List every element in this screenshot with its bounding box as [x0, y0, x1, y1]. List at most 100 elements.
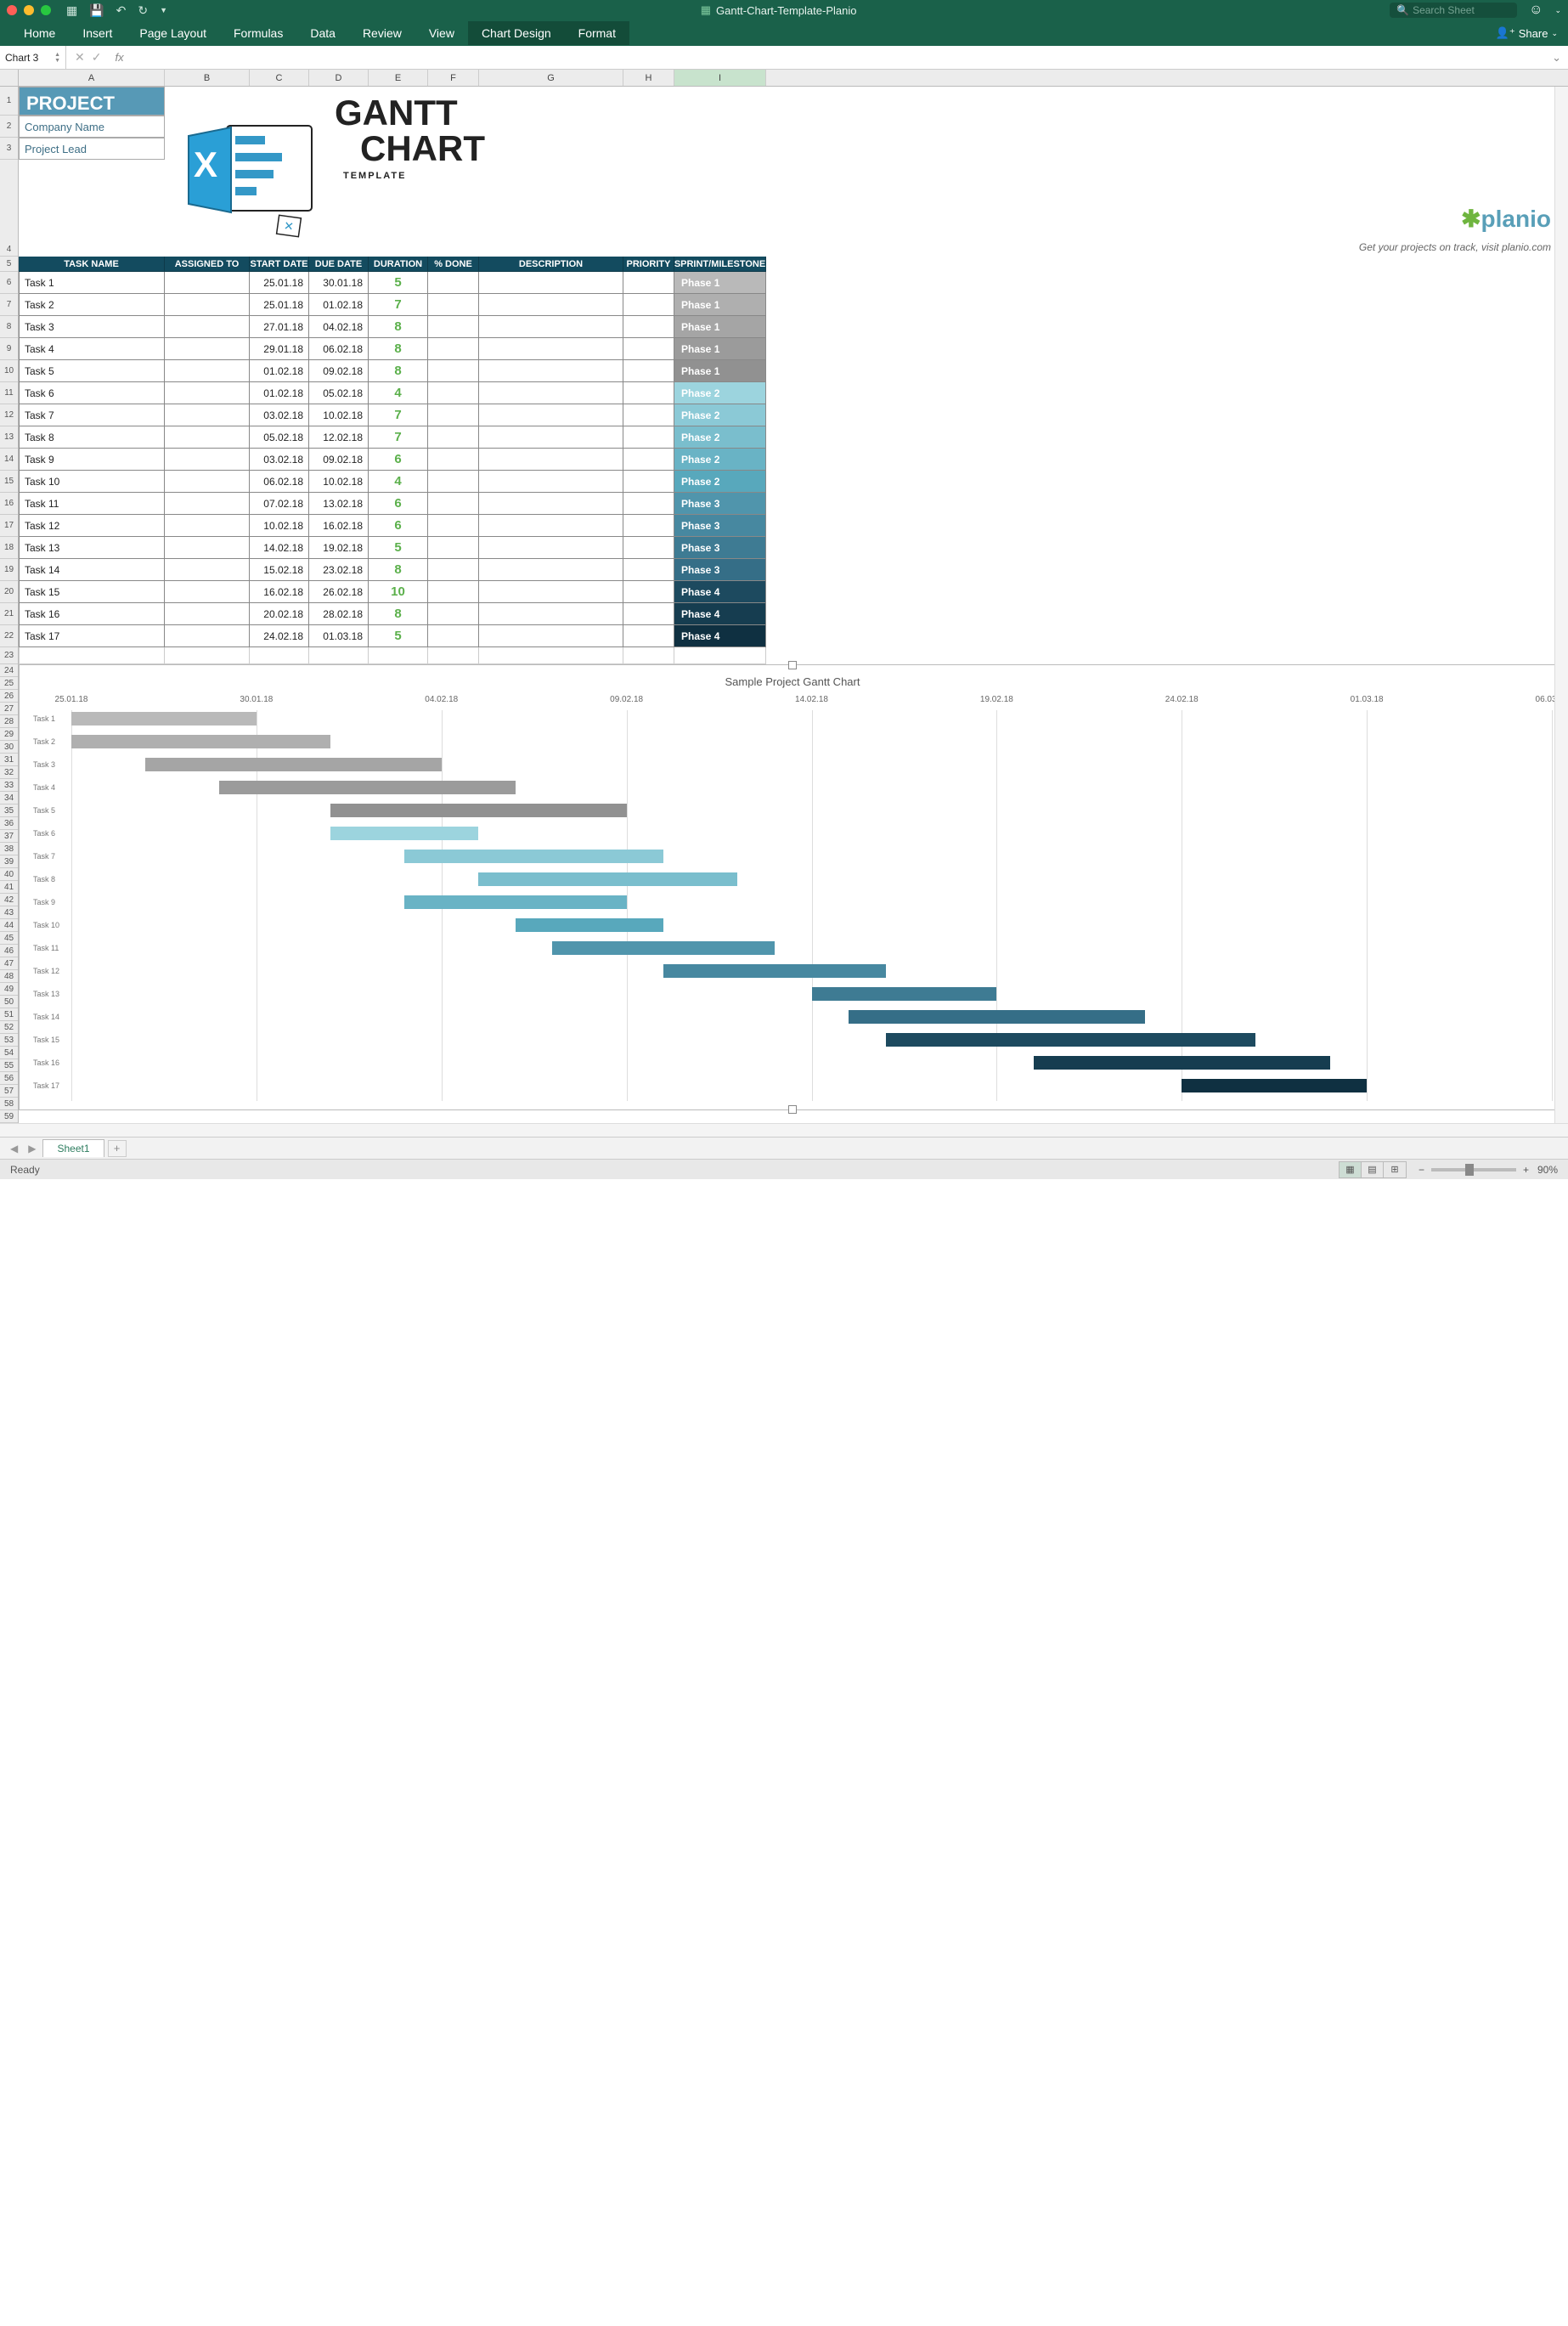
sheet-tab[interactable]: Sheet1: [42, 1139, 104, 1157]
table-cell[interactable]: 8: [369, 603, 428, 625]
table-cell[interactable]: 16.02.18: [250, 581, 309, 603]
table-row[interactable]: Task 1107.02.1813.02.186Phase 3: [19, 493, 1568, 515]
table-cell[interactable]: 6: [369, 449, 428, 471]
table-cell[interactable]: [428, 294, 479, 316]
table-cell[interactable]: [428, 625, 479, 647]
ribbon-tab-formulas[interactable]: Formulas: [220, 21, 296, 45]
row-header[interactable]: 44: [0, 919, 18, 932]
row-header[interactable]: 9: [0, 338, 18, 360]
table-header-cell[interactable]: START DATE: [250, 257, 309, 272]
table-cell[interactable]: 8: [369, 559, 428, 581]
table-cell[interactable]: [479, 360, 623, 382]
table-cell[interactable]: 10: [369, 581, 428, 603]
table-cell[interactable]: [428, 426, 479, 449]
row-header[interactable]: 51: [0, 1008, 18, 1021]
chart-bar[interactable]: [71, 712, 257, 725]
table-cell[interactable]: 19.02.18: [309, 537, 369, 559]
table-cell[interactable]: 01.02.18: [250, 360, 309, 382]
table-cell[interactable]: 29.01.18: [250, 338, 309, 360]
row-header[interactable]: 5: [0, 257, 18, 272]
table-cell[interactable]: [428, 404, 479, 426]
column-header[interactable]: A: [19, 70, 165, 86]
account-icon[interactable]: ☺: [1529, 3, 1543, 18]
table-cell[interactable]: 6: [369, 515, 428, 537]
chart-bar[interactable]: [663, 964, 885, 978]
table-cell[interactable]: [165, 404, 250, 426]
row-header[interactable]: 36: [0, 817, 18, 830]
table-cell[interactable]: [479, 493, 623, 515]
table-cell[interactable]: 7: [369, 294, 428, 316]
table-cell[interactable]: Task 2: [19, 294, 165, 316]
row-header[interactable]: 27: [0, 703, 18, 715]
table-header-cell[interactable]: SPRINT/MILESTONE: [674, 257, 766, 272]
table-cell[interactable]: [428, 537, 479, 559]
row-header[interactable]: 20: [0, 581, 18, 603]
row-header[interactable]: 57: [0, 1085, 18, 1098]
table-cell[interactable]: [428, 493, 479, 515]
column-header[interactable]: C: [250, 70, 309, 86]
table-cell[interactable]: [623, 316, 674, 338]
project-lead-cell[interactable]: Project Lead: [19, 138, 165, 160]
table-cell[interactable]: 05.02.18: [309, 382, 369, 404]
qat-dropdown-icon[interactable]: ▼: [160, 6, 167, 14]
row-header[interactable]: 6: [0, 272, 18, 294]
table-cell[interactable]: 20.02.18: [250, 603, 309, 625]
table-header-cell[interactable]: TASK NAME: [19, 257, 165, 272]
sprint-cell[interactable]: Phase 2: [674, 449, 766, 471]
add-sheet-button[interactable]: +: [108, 1140, 127, 1157]
ribbon-tab-data[interactable]: Data: [296, 21, 349, 45]
sprint-cell[interactable]: Phase 1: [674, 294, 766, 316]
cancel-formula-icon[interactable]: ✕: [75, 50, 85, 65]
redo-icon[interactable]: ↻: [138, 3, 148, 18]
row-header[interactable]: 47: [0, 957, 18, 970]
chart-bar[interactable]: [478, 872, 737, 886]
table-row[interactable]: Task 1006.02.1810.02.184Phase 2: [19, 471, 1568, 493]
table-row[interactable]: Task 1210.02.1816.02.186Phase 3: [19, 515, 1568, 537]
sprint-cell[interactable]: Phase 1: [674, 316, 766, 338]
ribbon-tab-format[interactable]: Format: [565, 21, 629, 45]
empty-cell[interactable]: [309, 647, 369, 664]
row-header[interactable]: 43: [0, 906, 18, 919]
table-cell[interactable]: 16.02.18: [309, 515, 369, 537]
row-header[interactable]: 26: [0, 690, 18, 703]
table-cell[interactable]: 07.02.18: [250, 493, 309, 515]
close-window-button[interactable]: [7, 5, 17, 15]
row-header[interactable]: 3: [0, 138, 18, 160]
row-header[interactable]: 21: [0, 603, 18, 625]
table-cell[interactable]: [428, 559, 479, 581]
sprint-cell[interactable]: Phase 3: [674, 515, 766, 537]
row-header[interactable]: 12: [0, 404, 18, 426]
table-cell[interactable]: 10.02.18: [309, 471, 369, 493]
row-header[interactable]: 48: [0, 970, 18, 983]
table-header-cell[interactable]: DUE DATE: [309, 257, 369, 272]
column-header[interactable]: B: [165, 70, 250, 86]
table-row[interactable]: Task 1516.02.1826.02.1810Phase 4: [19, 581, 1568, 603]
table-cell[interactable]: [428, 471, 479, 493]
table-cell[interactable]: Task 1: [19, 272, 165, 294]
next-sheet-button[interactable]: ▶: [25, 1143, 39, 1155]
table-row[interactable]: Task 429.01.1806.02.188Phase 1: [19, 338, 1568, 360]
table-cell[interactable]: Task 10: [19, 471, 165, 493]
row-header[interactable]: 29: [0, 728, 18, 741]
zoom-in-button[interactable]: +: [1523, 1164, 1529, 1176]
table-cell[interactable]: [479, 581, 623, 603]
row-header[interactable]: 40: [0, 868, 18, 881]
table-row[interactable]: Task 805.02.1812.02.187Phase 2: [19, 426, 1568, 449]
table-cell[interactable]: [165, 449, 250, 471]
table-cell[interactable]: [479, 515, 623, 537]
table-cell[interactable]: 8: [369, 338, 428, 360]
table-cell[interactable]: [428, 382, 479, 404]
table-cell[interactable]: 06.02.18: [250, 471, 309, 493]
zoom-level[interactable]: 90%: [1537, 1164, 1558, 1176]
table-header-cell[interactable]: PRIORITY: [623, 257, 674, 272]
search-sheet-input[interactable]: 🔍 Search Sheet: [1390, 3, 1517, 18]
table-cell[interactable]: 06.02.18: [309, 338, 369, 360]
column-header[interactable]: I: [674, 70, 766, 86]
row-header[interactable]: 32: [0, 766, 18, 779]
table-cell[interactable]: 27.01.18: [250, 316, 309, 338]
table-header-cell[interactable]: ASSIGNED TO: [165, 257, 250, 272]
row-header[interactable]: 17: [0, 515, 18, 537]
table-cell[interactable]: 5: [369, 537, 428, 559]
column-header[interactable]: E: [369, 70, 428, 86]
sprint-cell[interactable]: Phase 4: [674, 625, 766, 647]
